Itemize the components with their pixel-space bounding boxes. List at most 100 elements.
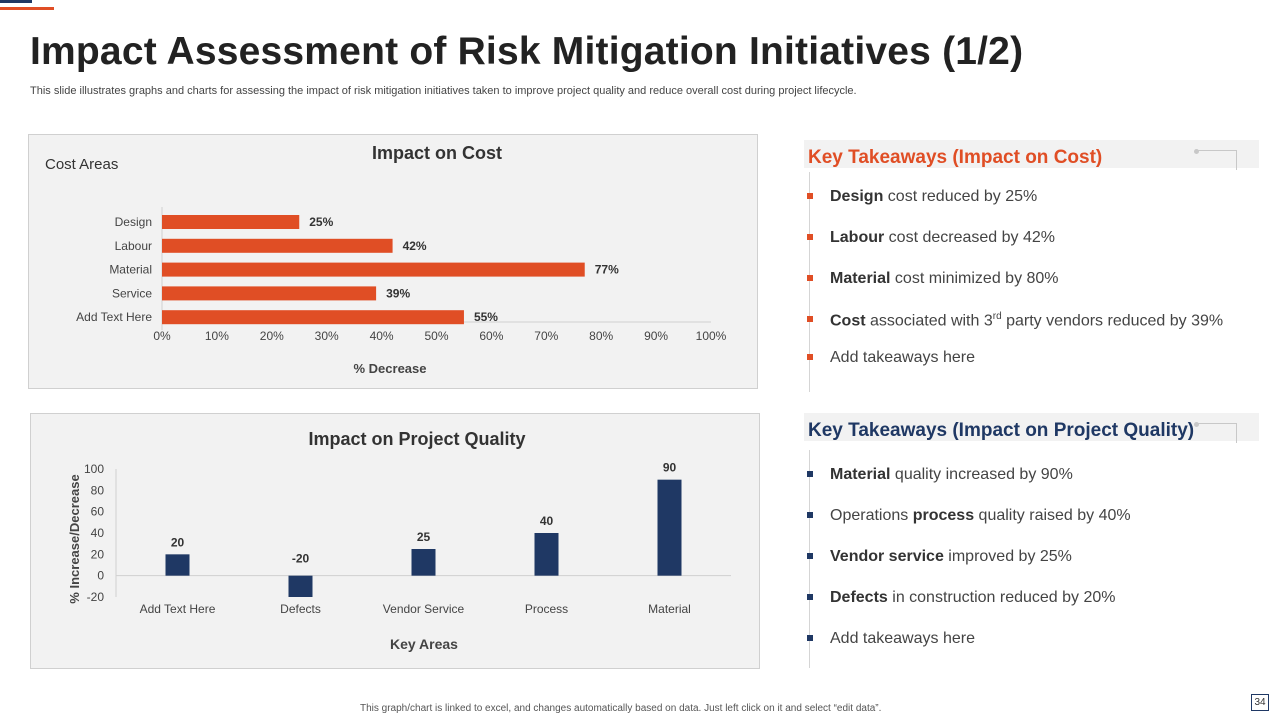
y-tick-label: 80	[91, 483, 105, 497]
takeaway-plain: Add takeaways here	[830, 630, 975, 647]
takeaway-text: Material cost minimized by 80%	[830, 270, 1059, 288]
bullet-icon	[807, 275, 813, 281]
takeaway-bold: Vendor service	[830, 548, 944, 565]
takeaway-bold: process	[912, 507, 975, 524]
x-tick-label: 30%	[315, 329, 339, 343]
takeaway-bold: Labour	[830, 229, 885, 246]
takeaway-text: Add takeaways here	[830, 630, 975, 648]
x-tick-label: 90%	[644, 329, 668, 343]
bullet-icon	[807, 316, 813, 322]
takeaway-text: Add takeaways here	[830, 349, 975, 367]
x-axis-title: Key Areas	[390, 636, 458, 652]
takeaway-rest: cost decreased by 42%	[884, 229, 1055, 246]
data-label: 42%	[403, 239, 427, 253]
impact-on-quality-svg: Impact on Project Quality 100 80 60 40 20 0 -20…	[67, 429, 731, 652]
x-axis-title: % Decrease	[354, 361, 427, 376]
cost-takeaways-list: Design cost reduced by 25% Labour cost de…	[807, 172, 1249, 392]
takeaway-text: Vendor service improved by 25%	[830, 548, 1072, 566]
takeaway-bold: Material	[830, 466, 891, 483]
x-tick-label: 10%	[205, 329, 229, 343]
takeaway-pre: Operations	[830, 507, 913, 524]
x-tick-label: 50%	[424, 329, 448, 343]
cost-takeaways-heading: Key Takeaways (Impact on Cost)	[804, 140, 1259, 170]
quality-bar	[534, 533, 559, 576]
takeaway-rest: quality raised by 40%	[974, 507, 1131, 524]
category-label: Process	[525, 602, 568, 616]
category-label: Service	[112, 286, 152, 300]
takeaway-rest: party vendors reduced by 39%	[1001, 312, 1224, 330]
category-label: Add Text Here	[76, 310, 152, 324]
bullet-icon	[807, 594, 813, 600]
y-tick-label: -20	[87, 590, 105, 604]
takeaway-sup: rd	[992, 311, 1002, 322]
data-label: 25%	[309, 215, 333, 229]
takeaway-text: Material quality increased by 90%	[830, 466, 1073, 484]
x-tick-label: 20%	[260, 329, 284, 343]
takeaway-rest: cost minimized by 80%	[890, 270, 1059, 287]
page-number: 34	[1251, 694, 1269, 711]
bullet-icon	[807, 512, 813, 518]
impact-on-quality-chart[interactable]: Impact on Project Quality 100 80 60 40 20 0 -20…	[30, 413, 760, 669]
quality-bar	[165, 554, 190, 576]
quality-bar	[288, 575, 313, 597]
accent-bar-navy	[0, 0, 32, 3]
cost-bar	[162, 215, 300, 229]
cost-bar	[162, 238, 393, 253]
bullet-icon	[807, 635, 813, 641]
bullet-icon	[807, 553, 813, 559]
cost-bar	[162, 286, 377, 301]
data-label: 20	[171, 535, 185, 549]
connector-line	[1197, 150, 1237, 170]
takeaway-rest: cost reduced by 25%	[883, 188, 1038, 205]
data-label: 40	[540, 514, 554, 528]
data-label: 90	[663, 461, 677, 475]
impact-on-cost-chart[interactable]: Impact on Cost Cost Areas Design 25% Labour 4…	[28, 134, 758, 389]
data-label: 25	[417, 530, 431, 544]
y-tick-label: 100	[84, 462, 104, 476]
takeaway-text: Design cost reduced by 25%	[830, 188, 1037, 206]
quality-bar	[411, 549, 436, 576]
y-tick-label: 0	[97, 569, 104, 583]
takeaway-rest: in construction reduced by 20%	[887, 589, 1116, 606]
y-tick-label: 60	[91, 505, 105, 519]
quality-takeaways-heading: Key Takeaways (Impact on Project Quality…	[804, 413, 1259, 443]
category-label: Design	[115, 215, 152, 229]
data-label: -20	[292, 552, 310, 566]
bullet-icon	[807, 471, 813, 477]
takeaway-text: Defects in construction reduced by 20%	[830, 589, 1116, 607]
category-label: Add Text Here	[140, 602, 216, 616]
bullet-icon	[807, 354, 813, 360]
connector-line	[1197, 423, 1237, 443]
data-label: 39%	[386, 286, 410, 300]
data-label: 55%	[474, 310, 498, 324]
quality-takeaways-heading-text: Key Takeaways (Impact on Project Quality…	[808, 420, 1195, 441]
y-tick-label: 40	[91, 526, 105, 540]
cost-takeaways-heading-text: Key Takeaways (Impact on Cost)	[808, 147, 1103, 168]
category-label: Material	[648, 602, 691, 616]
category-label: Defects	[280, 602, 321, 616]
quality-takeaways-list: Material quality increased by 90% Operati…	[807, 450, 1249, 668]
connector-dot	[1194, 422, 1199, 427]
chart-title: Impact on Project Quality	[308, 429, 525, 449]
category-label: Labour	[115, 239, 152, 253]
takeaway-rest: improved by 25%	[943, 548, 1072, 565]
x-tick-label: 40%	[370, 329, 394, 343]
takeaway-plain: Add takeaways here	[830, 349, 975, 366]
page-subtitle: This slide illustrates graphs and charts…	[30, 85, 857, 97]
x-tick-label: 70%	[534, 329, 558, 343]
chart-footnote: This graph/chart is linked to excel, and…	[360, 703, 882, 714]
data-label: 77%	[595, 263, 619, 277]
bullet-icon	[807, 234, 813, 240]
x-tick-label: 0%	[153, 329, 171, 343]
x-tick-label: 60%	[479, 329, 503, 343]
cost-bar	[162, 310, 464, 325]
takeaway-pre_sup: associated with 3	[865, 312, 993, 330]
quality-bar	[657, 479, 682, 576]
x-tick-label: 100%	[696, 329, 727, 343]
y-tick-label: 20	[91, 547, 105, 561]
accent-bar-orange	[0, 7, 54, 10]
takeaway-text: Cost associated with 3rd party vendors r…	[830, 311, 1223, 330]
chart-title: Impact on Cost	[372, 143, 502, 163]
impact-on-cost-svg: Impact on Cost Cost Areas Design 25% Labour 4…	[45, 143, 727, 376]
bullet-icon	[807, 193, 813, 199]
